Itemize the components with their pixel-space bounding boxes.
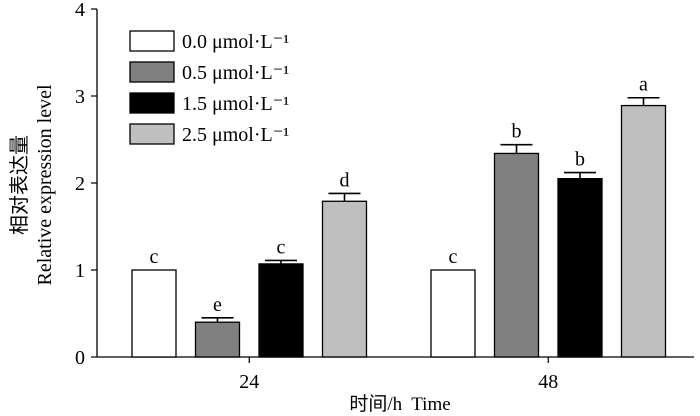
bar — [430, 269, 476, 358]
x-axis-label: 时间/h Time — [349, 393, 450, 415]
y-tick-label: 0 — [75, 347, 85, 369]
legend: 0.0 μmol·L⁻¹ 0.5 μmol·L⁻¹ 1.5 μmol·L⁻¹ 2.5 … — [129, 30, 289, 146]
legend-label: 1.5 μmol·L⁻¹ — [182, 93, 289, 115]
significance-letter: c — [449, 246, 458, 268]
y-tick-label: 4 — [75, 0, 85, 21]
significance-letter: c — [150, 246, 159, 268]
legend-swatch — [129, 92, 175, 114]
bar — [321, 200, 368, 358]
y-axis-label-cn: 相对表达量 — [8, 135, 31, 235]
significance-letter: e — [213, 294, 222, 316]
bar — [258, 263, 304, 358]
bar — [194, 321, 241, 358]
significance-letter: b — [512, 121, 522, 143]
y-tick-label: 2 — [75, 173, 85, 195]
x-tick-label: 48 — [538, 371, 558, 393]
bar — [620, 104, 667, 358]
legend-swatch — [129, 61, 175, 83]
y-axis-label-en: Relative expression level — [34, 84, 56, 285]
significance-letter: a — [639, 74, 648, 96]
y-tick-label: 3 — [75, 86, 85, 108]
x-ticks: 24 48 — [239, 357, 558, 393]
significance-letter: d — [340, 169, 350, 191]
legend-label: 0.5 μmol·L⁻¹ — [182, 62, 289, 84]
bar — [493, 152, 540, 358]
bar — [131, 269, 177, 358]
x-tick-label: 24 — [239, 371, 259, 393]
legend-swatch — [129, 30, 175, 52]
y-tick-label: 1 — [75, 260, 85, 282]
legend-label: 0.0 μmol·L⁻¹ — [182, 31, 289, 53]
bar — [557, 177, 603, 358]
legend-swatch — [129, 123, 175, 145]
y-ticks: 0 1 2 3 4 — [75, 0, 97, 369]
legend-label: 2.5 μmol·L⁻¹ — [182, 124, 289, 146]
bars: c e c d c b b a — [131, 74, 667, 358]
significance-letter: c — [277, 236, 286, 258]
significance-letter: b — [575, 149, 585, 171]
